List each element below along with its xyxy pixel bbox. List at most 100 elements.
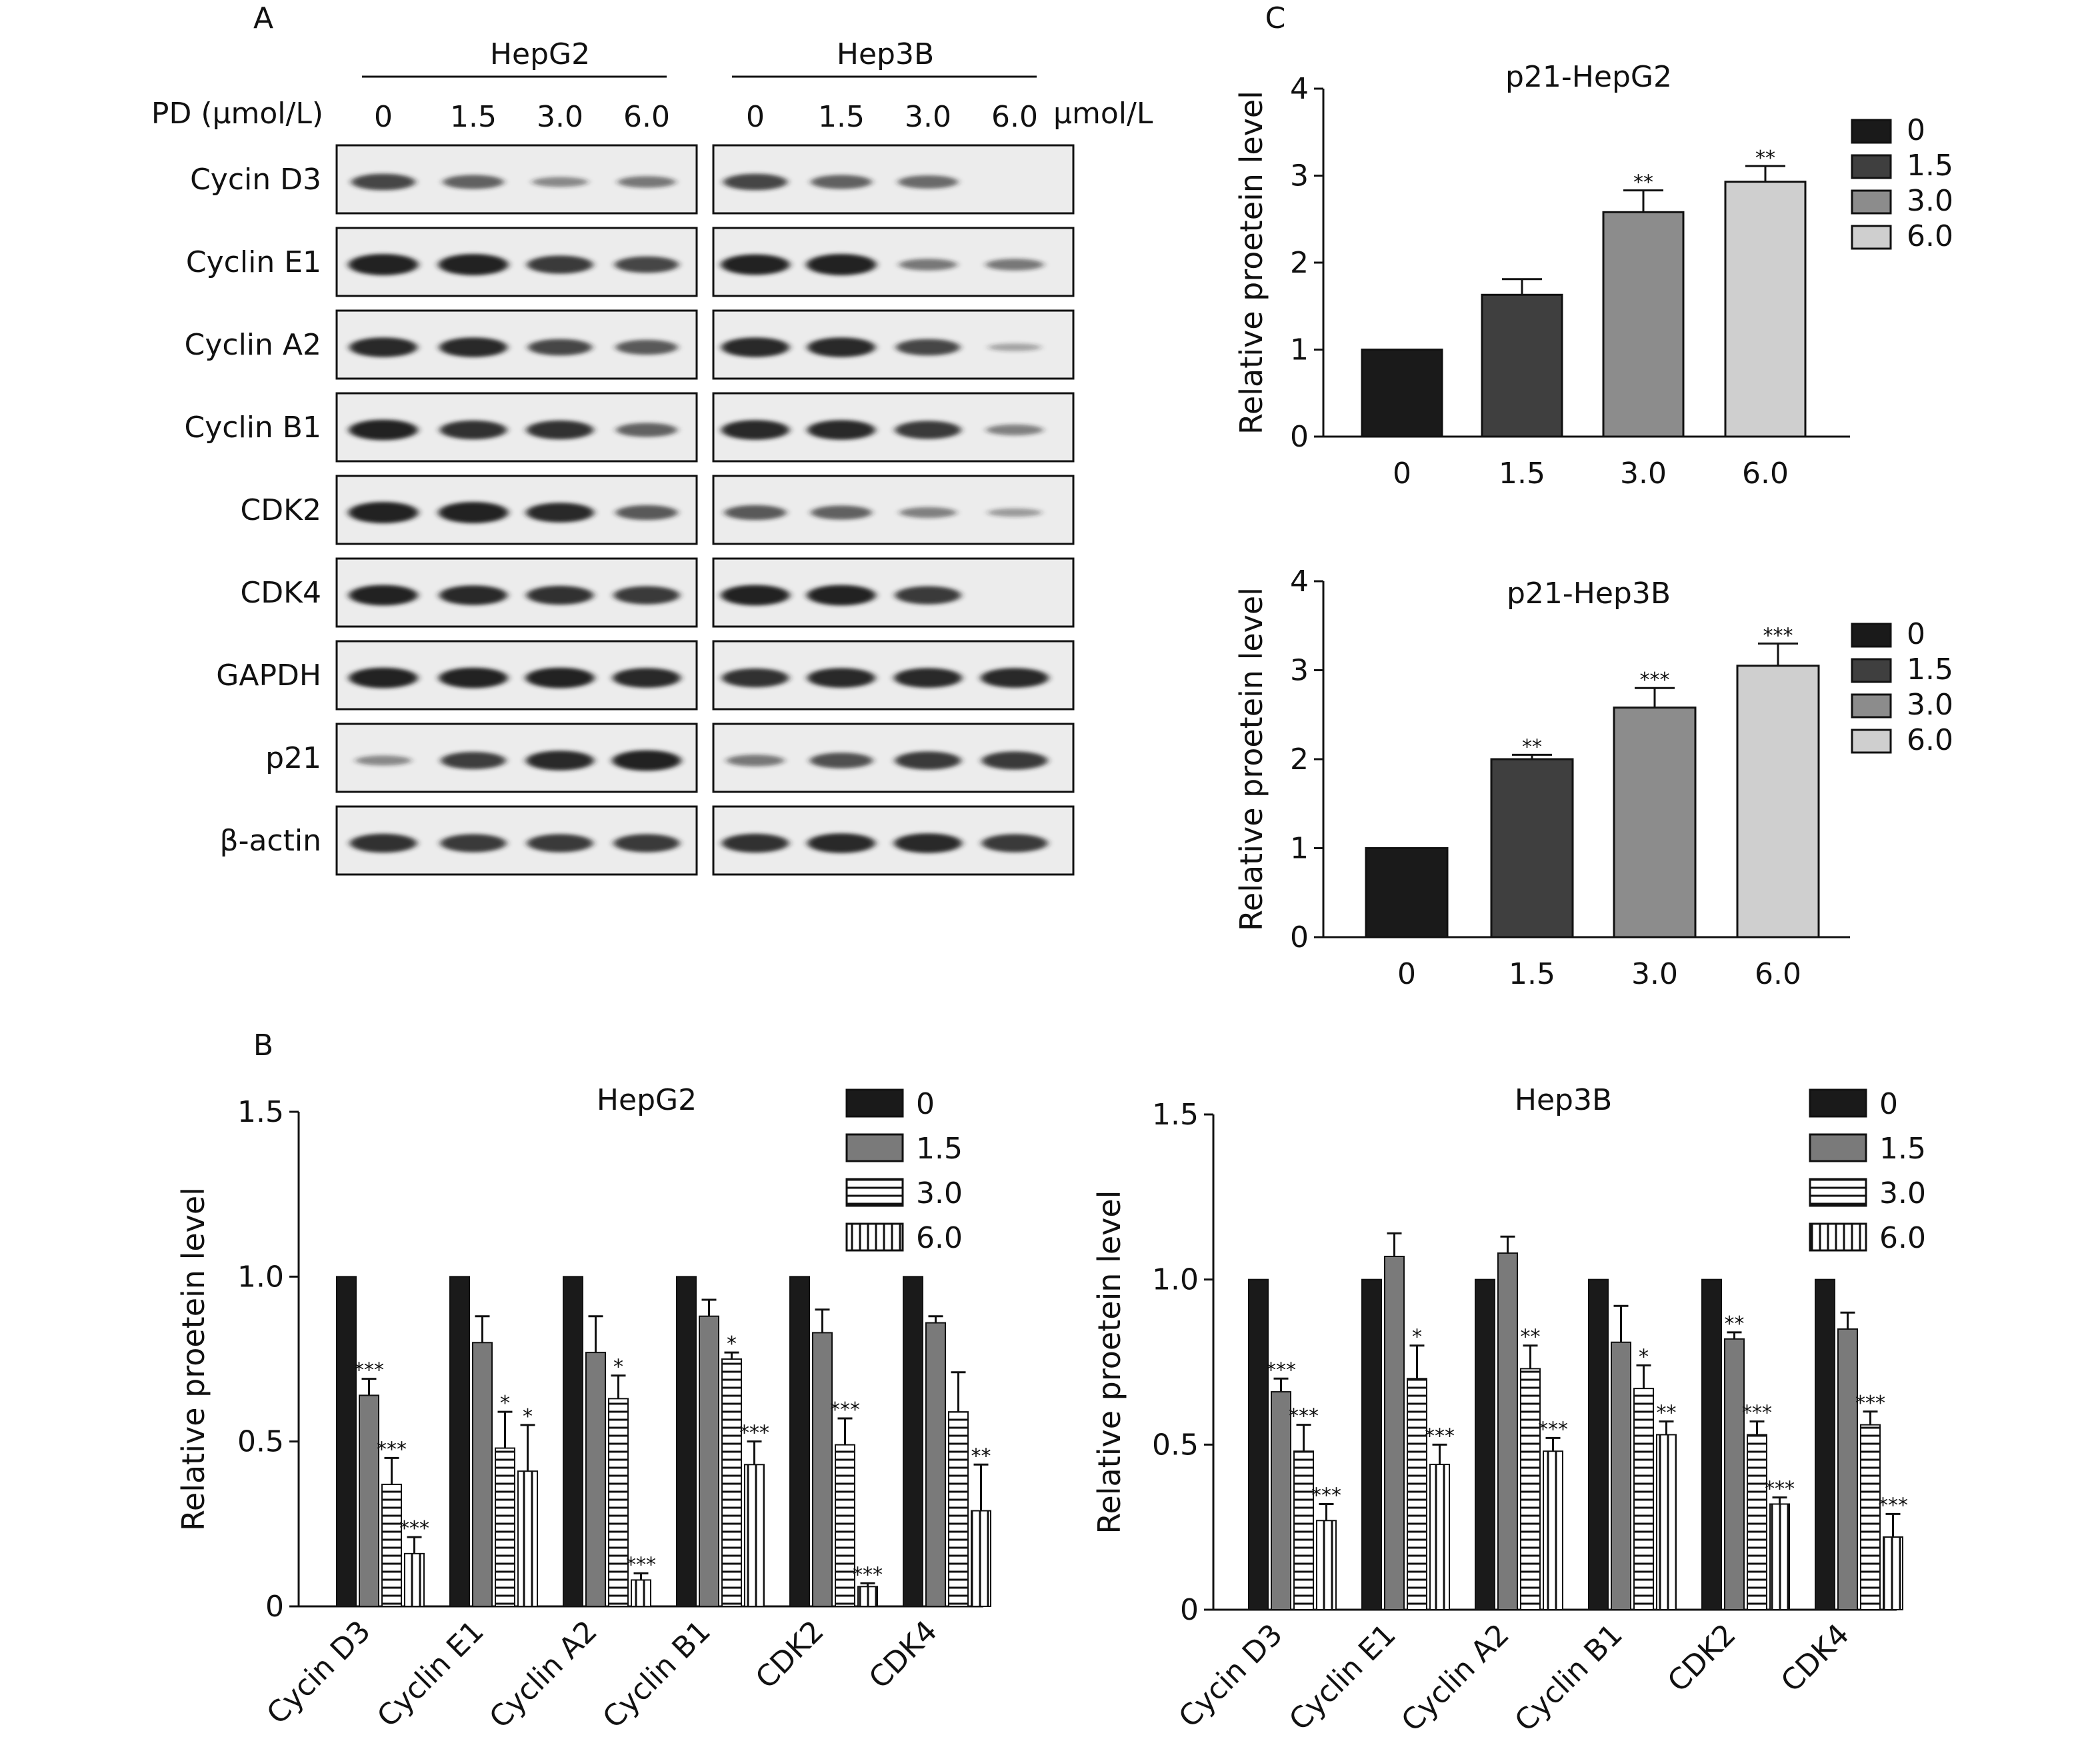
blot-band-cdk4-hepg2-lane-3 [526, 585, 594, 605]
b-hepg2-bar-cdk4-dose-0 [903, 1276, 923, 1608]
blot-band-gapdh-hep3b-lane-4 [981, 668, 1049, 688]
p21-hep3b-legend-swatch-1-5 [1851, 658, 1892, 683]
b-hep3b-bar-cycin-d3-dose-3-0 [1293, 1450, 1314, 1610]
p21-hepg2-bar-3-0 [1602, 211, 1685, 438]
b-hep3b-x-tick-cyclin-e1: Cyclin E1 [1283, 1618, 1403, 1738]
b-hep3b-legend-label-6-0: 6.0 [1879, 1221, 1926, 1255]
blot-band-cyclin-e1-hep3b-lane-2 [806, 254, 877, 275]
p21-hepg2-bar-0 [1361, 349, 1443, 438]
blot-band-beta-actin-hep3b-lane-3 [894, 833, 962, 853]
blot-band-gapdh-hep3b-lane-1 [721, 668, 789, 688]
b-hep3b-legend-swatch-1-5 [1809, 1133, 1867, 1162]
b-hepg2-y-label: Relative proetein level [175, 1187, 211, 1531]
b-hepg2-x-tick-cdk4: CDK4 [863, 1614, 944, 1696]
p21-hepg2-legend-label-6-0: 6.0 [1907, 219, 1953, 253]
p21-hep3b-x-tick-3-0: 3.0 [1631, 957, 1678, 991]
p21-hep3b-legend-swatch-3-0 [1851, 693, 1892, 719]
b-hep3b-bar-cdk4-dose-1-5 [1837, 1328, 1858, 1610]
p21-hep3b-y-tick-0: 0 [1290, 920, 1309, 954]
b-hepg2-bar-cyclin-a2-dose-6-0-significance: *** [626, 1554, 656, 1577]
b-hep3b-bar-cdk4-dose-6-0 [1883, 1536, 1903, 1610]
blot-band-gapdh-hep3b-lane-2 [807, 668, 875, 688]
blot-band-cycin-d3-hepg2-lane-3 [532, 177, 588, 187]
western-blot-panel: HepG2 0 1.5 3.0 6.0 Hep3B 0 1.5 3.0 6.0 PD (μmol/L… [151, 37, 1153, 876]
blot-band-cyclin-e1-hep3b-lane-3 [899, 259, 957, 271]
b-hepg2-legend-label-0: 0 [916, 1087, 935, 1121]
p21-hep3b-bar-1-5-significance: ** [1522, 735, 1542, 759]
p21-hep3b-x-tick-6-0: 6.0 [1755, 957, 1801, 991]
blot-band-beta-actin-hep3b-lane-1 [721, 833, 789, 853]
blot-band-cdk4-hep3b-lane-2 [807, 585, 876, 606]
blot-band-cycin-d3-hep3b-lane-2 [811, 175, 872, 189]
blot-band-cycin-d3-hep3b-lane-3 [898, 175, 958, 189]
b-hepg2-bar-cycin-d3-dose-0 [336, 1276, 357, 1608]
b-hep3b-bar-cyclin-b1-dose-0 [1588, 1278, 1609, 1610]
b-hep3b-title: Hep3B [1515, 1083, 1612, 1117]
blot-band-cdk4-hepg2-lane-4 [613, 586, 680, 605]
blot-band-cycin-d3-hepg2-lane-2 [443, 175, 504, 189]
blot-band-cdk2-hepg2-lane-3 [526, 503, 594, 523]
b-hep3b-y-label: Relative proetein level [1091, 1190, 1127, 1534]
blot-band-p21-hepg2-lane-1 [355, 755, 411, 766]
p21-hepg2-y-tick-4: 4 [1290, 72, 1309, 106]
blot-row-label-beta-actin: β-actin [220, 824, 321, 858]
blot-band-p21-hep3b-lane-2 [809, 753, 873, 769]
b-hepg2-bar-cycin-d3-dose-1-5 [359, 1394, 379, 1607]
b-hepg2-legend-swatch-0 [845, 1088, 904, 1118]
b-hepg2-y-tick-1-0: 1.0 [237, 1260, 284, 1294]
b-hep3b-bar-cyclin-b1-dose-6-0 [1656, 1434, 1677, 1611]
p21-hep3b-y-tick-4: 4 [1290, 565, 1309, 599]
p21-hep3b-y-tick-1: 1 [1290, 832, 1309, 866]
b-hepg2-y-tick-0-5: 0.5 [237, 1425, 284, 1459]
blot-band-p21-hep3b-lane-1 [726, 755, 785, 767]
p21-hep3b-bar-3-0-significance: *** [1640, 669, 1670, 692]
b-hep3b-bar-cyclin-e1-dose-6-0-significance: *** [1425, 1424, 1455, 1448]
b-hep3b-x-tick-cdk4: CDK4 [1775, 1618, 1856, 1699]
blot-band-cyclin-a2-hepg2-lane-2 [439, 337, 507, 357]
blot-band-beta-actin-hepg2-lane-2 [440, 834, 507, 853]
b-hep3b-legend-swatch-6-0 [1809, 1222, 1867, 1252]
p21-hep3b-bar-6-0-significance: *** [1763, 624, 1793, 647]
blot-band-p21-hep3b-lane-3 [895, 751, 961, 770]
p21-hepg2-y-tick-1: 1 [1290, 333, 1309, 367]
b-hep3b-x-tick-cyclin-a2: Cyclin A2 [1395, 1618, 1515, 1738]
b-hepg2-bar-cyclin-e1-dose-3-0-significance: * [500, 1392, 510, 1415]
blot-row-label-gapdh: GAPDH [216, 659, 321, 693]
blot-band-cyclin-b1-hepg2-lane-4 [616, 423, 677, 437]
b-hepg2-title: HepG2 [597, 1083, 697, 1117]
b-hepg2-y-tick-0: 0 [265, 1590, 284, 1624]
b-hep3b-bar-cycin-d3-dose-1-5 [1271, 1391, 1291, 1611]
b-hepg2-legend-label-3-0: 3.0 [916, 1176, 963, 1210]
blot-band-cyclin-b1-hepg2-lane-2 [439, 420, 507, 440]
blot-band-cyclin-a2-hep3b-lane-2 [807, 337, 875, 357]
b-hep3b-x-tick-cdk2: CDK2 [1661, 1618, 1743, 1699]
blot-band-cyclin-e1-hep3b-lane-4 [985, 259, 1044, 271]
blot-band-beta-actin-hepg2-lane-1 [349, 833, 417, 853]
blot-row-label-cyclin-e1: Cyclin E1 [186, 245, 321, 279]
dose-label-hep3b-1-5: 1.5 [818, 100, 865, 134]
b-hep3b-bar-cyclin-e1-dose-0 [1361, 1278, 1382, 1610]
blot-band-beta-actin-hepg2-lane-3 [527, 834, 593, 853]
blot-band-cdk2-hepg2-lane-2 [438, 502, 509, 523]
b-hep3b-bar-cyclin-e1-dose-1-5 [1384, 1255, 1405, 1610]
b-hep3b-bar-cycin-d3-dose-1-5-significance: *** [1266, 1358, 1296, 1382]
p21-hep3b-bar-1-5 [1490, 758, 1574, 938]
b-hepg2-legend-swatch-1-5 [845, 1133, 904, 1162]
unit-label: μmol/L [1053, 97, 1153, 131]
b-hepg2-bar-cyclin-a2-dose-1-5 [585, 1352, 606, 1608]
dose-label-hepg2-0: 0 [374, 100, 393, 134]
p21-hepg2-bar-3-0-significance: ** [1633, 171, 1653, 195]
b-hep3b-y-tick-0-5: 0.5 [1152, 1428, 1199, 1462]
p21-hepg2-legend-label-0: 0 [1907, 113, 1925, 147]
b-hepg2-bar-cycin-d3-dose-6-0-significance: *** [399, 1517, 429, 1540]
b-hep3b-bar-cyclin-a2-dose-3-0 [1520, 1368, 1541, 1611]
blot-band-cdk2-hepg2-lane-1 [348, 502, 419, 523]
b-hep3b-y-tick-0: 0 [1180, 1593, 1199, 1627]
b-hepg2-bar-cdk4-dose-6-0-significance: ** [971, 1444, 991, 1468]
b-hepg2-bar-cyclin-a2-dose-0 [563, 1276, 583, 1608]
blot-band-gapdh-hepg2-lane-1 [349, 667, 418, 689]
b-hepg2-bar-cdk2-dose-3-0 [835, 1444, 855, 1607]
blot-band-cyclin-e1-hepg2-lane-2 [438, 254, 509, 275]
b-hepg2-bar-cdk4-dose-6-0 [971, 1510, 991, 1607]
